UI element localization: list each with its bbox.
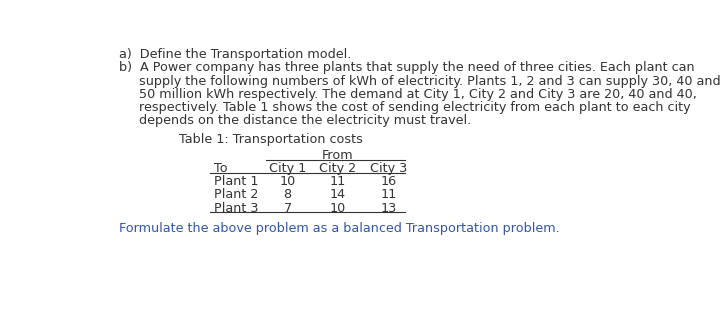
Text: 11: 11 bbox=[330, 175, 346, 188]
Text: 11: 11 bbox=[380, 188, 397, 202]
Text: Table 1: Transportation costs: Table 1: Transportation costs bbox=[179, 133, 363, 146]
Text: Formulate the above problem as a balanced Transportation problem.: Formulate the above problem as a balance… bbox=[120, 222, 560, 235]
Text: supply the following numbers of kWh of electricity. Plants 1, 2 and 3 can supply: supply the following numbers of kWh of e… bbox=[120, 74, 720, 88]
Text: a)  Define the Transportation model.: a) Define the Transportation model. bbox=[120, 48, 352, 61]
Text: respectively. Table 1 shows the cost of sending electricity from each plant to e: respectively. Table 1 shows the cost of … bbox=[120, 101, 691, 114]
Text: 50 million kWh respectively. The demand at City 1, City 2 and City 3 are 20, 40 : 50 million kWh respectively. The demand … bbox=[120, 88, 698, 100]
Text: To: To bbox=[214, 162, 228, 175]
Text: City 1: City 1 bbox=[269, 162, 306, 175]
Text: 16: 16 bbox=[380, 175, 397, 188]
Text: 7: 7 bbox=[284, 202, 292, 215]
Text: 14: 14 bbox=[330, 188, 346, 202]
Text: 8: 8 bbox=[284, 188, 292, 202]
Text: Plant 3: Plant 3 bbox=[214, 202, 258, 215]
Text: 13: 13 bbox=[380, 202, 397, 215]
Text: b)  A Power company has three plants that supply the need of three cities. Each : b) A Power company has three plants that… bbox=[120, 61, 695, 74]
Text: Plant 2: Plant 2 bbox=[214, 188, 258, 202]
Text: 10: 10 bbox=[279, 175, 296, 188]
Text: 10: 10 bbox=[330, 202, 346, 215]
Text: Plant 1: Plant 1 bbox=[214, 175, 258, 188]
Text: City 3: City 3 bbox=[370, 162, 407, 175]
Text: depends on the distance the electricity must travel.: depends on the distance the electricity … bbox=[120, 114, 472, 127]
Text: From: From bbox=[322, 149, 354, 162]
Text: City 2: City 2 bbox=[320, 162, 356, 175]
